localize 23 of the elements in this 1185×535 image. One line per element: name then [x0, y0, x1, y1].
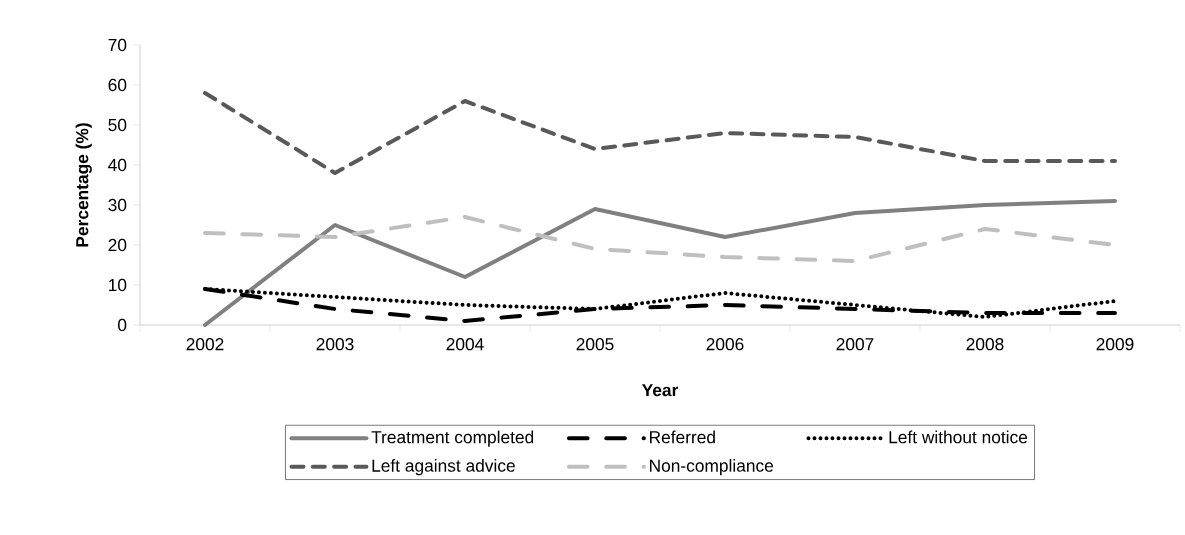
legend-label: Referred — [650, 430, 715, 444]
x-tick-label: 2005 — [576, 338, 614, 351]
x-tick-label: 2007 — [836, 338, 874, 351]
x-axis-title: Year — [641, 384, 679, 397]
x-tick-label: 2008 — [966, 338, 1004, 351]
legend-label: Non-compliance — [650, 459, 774, 476]
x-tick-label: 2004 — [446, 338, 484, 351]
x-tick-label: 2002 — [186, 338, 224, 351]
y-tick-label: 60 — [108, 78, 127, 92]
y-axis-title: Percentage (%) — [75, 123, 92, 247]
y-tick-label: 30 — [108, 198, 127, 212]
y-tick-label: 70 — [108, 38, 127, 52]
legend-label: Treatment completed — [371, 430, 534, 447]
y-tick-label: 10 — [109, 278, 127, 292]
x-tick-label: 2009 — [1096, 338, 1134, 351]
x-tick-label: 2003 — [316, 338, 354, 351]
legend-label: Left without notice — [889, 430, 1028, 444]
y-tick-label: 50 — [108, 118, 127, 132]
y-tick-label: 20 — [108, 238, 127, 252]
x-tick-label: 2006 — [706, 338, 744, 351]
legend-label: Left against advice — [372, 459, 515, 476]
y-tick-label: 0 — [118, 318, 127, 332]
y-tick-label: 40 — [108, 158, 127, 172]
